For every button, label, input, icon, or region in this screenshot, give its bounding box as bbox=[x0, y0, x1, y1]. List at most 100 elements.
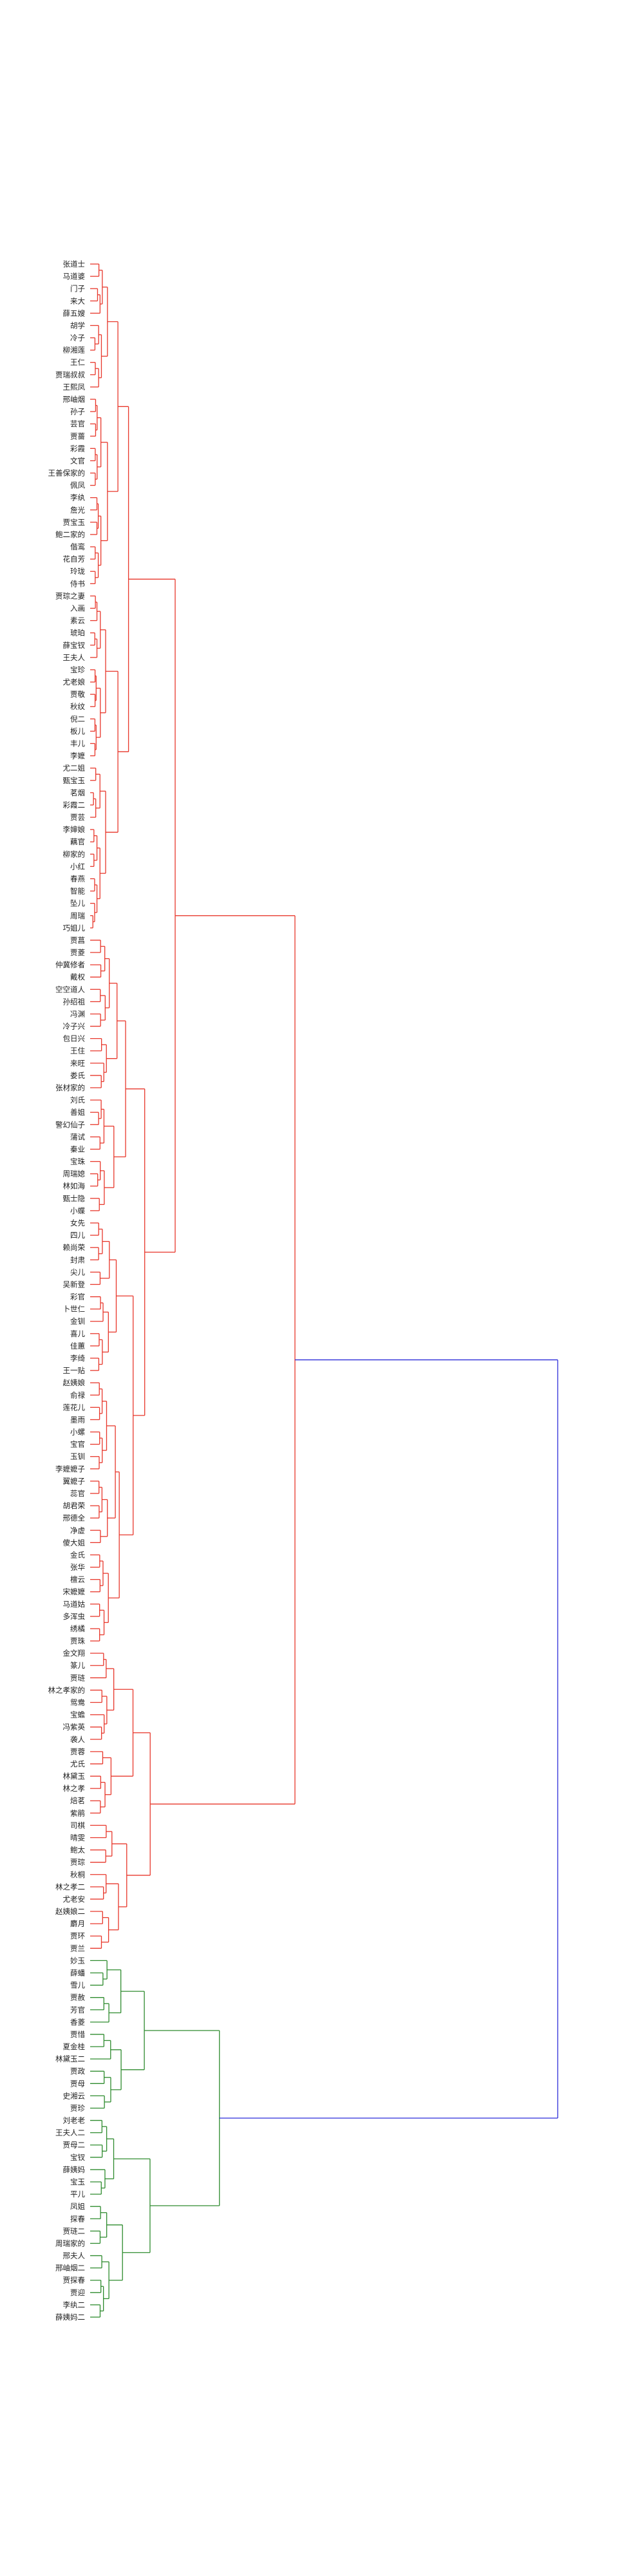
leaf-label: 来大 bbox=[70, 296, 85, 305]
leaf-label: 傻大姐 bbox=[63, 1538, 86, 1547]
leaf-label: 林之孝家的 bbox=[48, 1685, 86, 1694]
leaf-label: 空空道人 bbox=[55, 985, 85, 994]
leaf-label: 贾瑞叔叔 bbox=[55, 370, 85, 379]
leaf-label: 宝官 bbox=[70, 1440, 85, 1449]
leaf-label: 金文翔 bbox=[63, 1649, 86, 1658]
leaf-label: 贾琮 bbox=[70, 1858, 85, 1867]
leaf-label: 贾菖 bbox=[70, 936, 85, 945]
leaf-label: 麝月 bbox=[70, 1919, 85, 1928]
leaf-label: 王住 bbox=[70, 1046, 85, 1056]
leaf-label: 周瑞媳 bbox=[63, 1170, 86, 1179]
leaf-label: 戴权 bbox=[70, 972, 85, 981]
leaf-label: 玉钏 bbox=[70, 1452, 85, 1461]
leaf-label: 偕鸾 bbox=[70, 542, 85, 551]
leaf-label: 芳官 bbox=[70, 2005, 85, 2014]
leaf-label: 卜世仁 bbox=[63, 1305, 86, 1314]
leaf-label: 秦业 bbox=[70, 1144, 85, 1153]
leaf-label: 邢岫烟 bbox=[63, 395, 86, 404]
leaf-label: 秋桐 bbox=[70, 1870, 85, 1879]
leaf-label: 冷子 bbox=[70, 334, 85, 343]
leaf-label: 绣橘 bbox=[70, 1624, 85, 1633]
leaf-label: 袭人 bbox=[70, 1735, 85, 1744]
leaf-label: 李嬷 bbox=[70, 752, 85, 761]
leaf-label: 贾敬 bbox=[70, 690, 85, 699]
leaf-label: 赖尚荣 bbox=[63, 1243, 86, 1252]
leaf-label: 刘老老 bbox=[63, 2116, 86, 2125]
leaf-label: 小蝶 bbox=[70, 1206, 85, 1215]
leaf-label: 琥珀 bbox=[70, 629, 85, 638]
leaf-label: 来旺 bbox=[70, 1059, 85, 1068]
leaf-label: 林之孝 bbox=[63, 1784, 86, 1793]
leaf-label: 周瑞家的 bbox=[55, 2239, 85, 2248]
leaf-label: 林之孝二 bbox=[55, 1882, 85, 1891]
leaf-label: 薛五嫂 bbox=[63, 308, 86, 317]
leaf-label: 巧姐儿 bbox=[63, 923, 86, 933]
leaf-label: 多浑虫 bbox=[63, 1612, 86, 1621]
leaf-label: 詹光 bbox=[70, 506, 85, 515]
leaf-label: 芸官 bbox=[70, 419, 85, 428]
leaf-label: 冯渊 bbox=[70, 1009, 85, 1018]
leaf-label: 蕊官 bbox=[70, 1489, 85, 1498]
leaf-label: 坠儿 bbox=[70, 899, 85, 908]
leaf-label: 李绮 bbox=[70, 1354, 85, 1363]
leaf-label: 李嬷嬷子 bbox=[55, 1464, 85, 1473]
leaf-label: 薛姨妈二 bbox=[55, 2313, 85, 2322]
leaf-label: 冷子兴 bbox=[63, 1022, 86, 1031]
leaf-label: 倪二 bbox=[70, 714, 85, 723]
leaf-label: 贾菱 bbox=[70, 948, 85, 957]
leaf-label: 甄宝玉 bbox=[63, 776, 86, 785]
leaf-label: 李纨二 bbox=[63, 2300, 86, 2309]
leaf-label: 紫鹃 bbox=[70, 1808, 85, 1817]
leaf-label: 张材家的 bbox=[55, 1083, 85, 1092]
leaf-label: 贾探春 bbox=[63, 2276, 86, 2285]
leaf-label: 贾蔷 bbox=[70, 431, 85, 440]
leaf-label: 赵姨娘二 bbox=[55, 1907, 85, 1916]
leaf-label: 王仁 bbox=[70, 358, 85, 367]
leaf-label: 墨雨 bbox=[70, 1415, 85, 1424]
leaf-label: 蒲试 bbox=[70, 1132, 85, 1141]
leaf-label: 花自芳 bbox=[63, 554, 86, 564]
leaf-label: 刘氏 bbox=[70, 1095, 85, 1104]
leaf-label: 邢夫人 bbox=[63, 2251, 86, 2260]
leaf-label: 胡学 bbox=[70, 321, 85, 330]
leaf-label: 马道婆 bbox=[63, 272, 86, 281]
leaf-label: 宝珍 bbox=[70, 665, 85, 674]
leaf-label: 李纨 bbox=[70, 493, 85, 502]
leaf-label: 茗烟 bbox=[70, 788, 85, 797]
leaf-label: 尤老安 bbox=[63, 1895, 86, 1904]
leaf-label: 小螺 bbox=[70, 1428, 85, 1437]
leaf-label: 尤老娘 bbox=[63, 677, 86, 687]
leaf-label: 宝蟾 bbox=[70, 1710, 85, 1719]
leaf-label: 侍书 bbox=[70, 579, 85, 588]
leaf-label: 小红 bbox=[70, 862, 85, 871]
leaf-label: 王夫人二 bbox=[55, 2128, 85, 2137]
leaf-label: 彩霞二 bbox=[63, 800, 86, 810]
leaf-label: 孙子 bbox=[70, 407, 85, 416]
leaf-label: 门子 bbox=[70, 284, 85, 293]
leaf-label: 凤姐 bbox=[70, 2202, 85, 2211]
leaf-label: 善姐 bbox=[70, 1108, 85, 1117]
leaf-label: 尤氏 bbox=[70, 1759, 85, 1768]
leaf-label: 莲花儿 bbox=[63, 1403, 86, 1412]
leaf-label: 香菱 bbox=[70, 2018, 85, 2027]
leaf-label: 王一贴 bbox=[63, 1366, 86, 1375]
leaf-label: 林黛玉 bbox=[63, 1772, 86, 1781]
leaf-label: 张道士 bbox=[63, 260, 86, 269]
leaf-label: 孙绍祖 bbox=[63, 997, 86, 1006]
leaf-label: 板儿 bbox=[70, 726, 85, 735]
leaf-label: 史湘云 bbox=[63, 2091, 86, 2100]
leaf-label: 包日兴 bbox=[63, 1034, 86, 1043]
leaf-label: 金钏 bbox=[70, 1317, 85, 1326]
leaf-label: 娄氏 bbox=[70, 1071, 85, 1080]
leaf-label: 鲍太 bbox=[70, 1846, 85, 1855]
leaf-label: 藕官 bbox=[70, 837, 85, 846]
leaf-label: 檀云 bbox=[70, 1575, 85, 1584]
leaf-label: 薛宝钗 bbox=[63, 641, 86, 650]
leaf-label: 薛蟠 bbox=[70, 1968, 85, 1977]
leaf-label: 邢德全 bbox=[63, 1513, 86, 1522]
leaf-label: 贾政 bbox=[70, 2067, 85, 2076]
leaf-label: 司棋 bbox=[70, 1821, 85, 1830]
leaf-label: 女先 bbox=[70, 1218, 85, 1227]
leaf-label: 文官 bbox=[70, 456, 85, 465]
